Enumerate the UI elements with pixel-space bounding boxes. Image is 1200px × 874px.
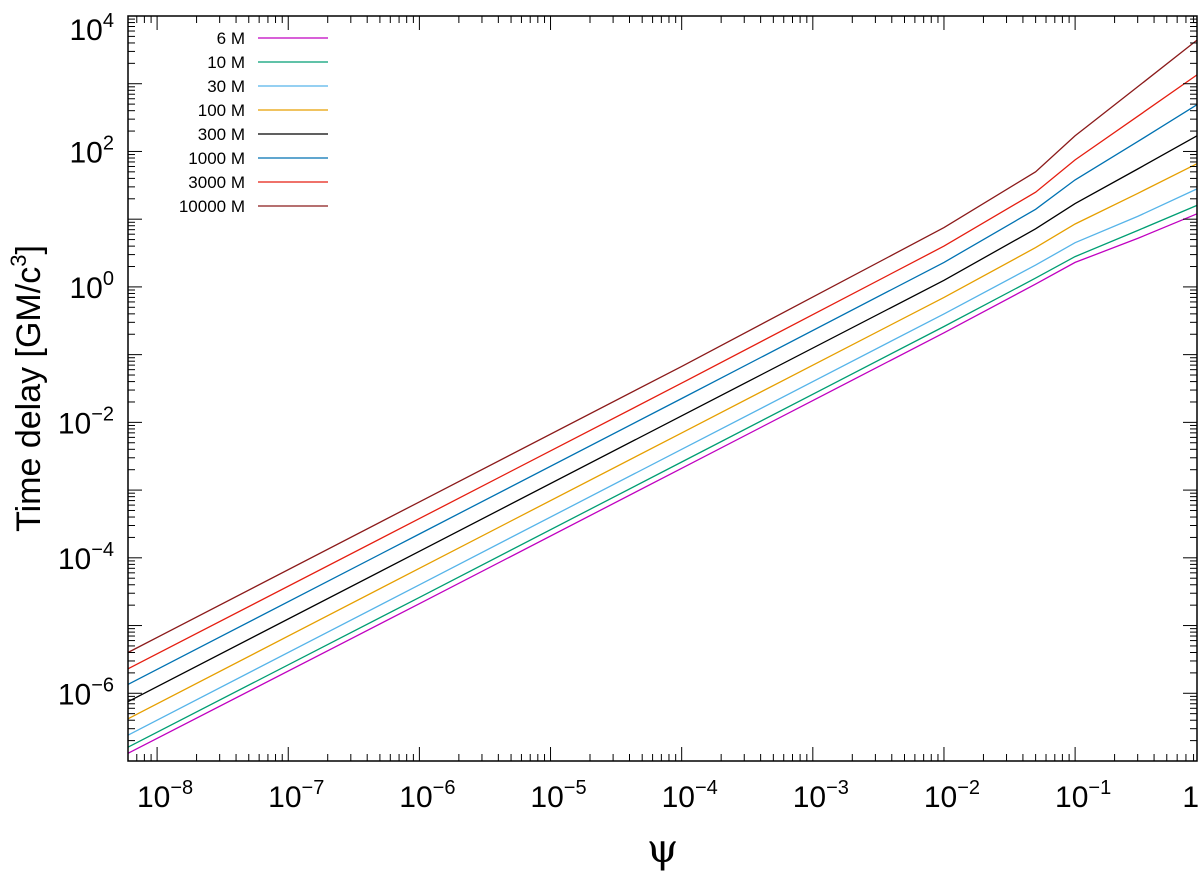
legend-entry: 30 M — [207, 77, 328, 96]
legend-entry: 300 M — [198, 125, 328, 144]
legend-entry: 1000 M — [188, 149, 328, 168]
legend-label: 3000 M — [188, 173, 245, 192]
x-tick-label: 10−8 — [137, 777, 193, 814]
plot-frame — [127, 15, 1198, 762]
y-tick-label: 104 — [70, 10, 115, 47]
series-line-3000-m — [127, 74, 1198, 670]
legend-label: 6 M — [217, 29, 245, 48]
x-tick-label: 10−6 — [399, 777, 455, 814]
series-line-100-m — [127, 163, 1198, 720]
x-tick-label: 10−3 — [793, 777, 849, 814]
ticks-layer — [127, 15, 1197, 762]
curves-layer — [127, 39, 1198, 754]
series-line-10000-m — [127, 39, 1198, 654]
x-tick-label: 1 — [1182, 781, 1199, 814]
x-axis-label: ψ — [647, 826, 678, 872]
tick-labels-layer: 10−8 10−7 10−6 10−5 10−4 10−3 10−2 10−1 1 10−6 10−… — [58, 10, 1199, 814]
y-tick-label: 10−6 — [58, 674, 114, 711]
legend-label: 1000 M — [188, 149, 245, 168]
x-tick-label: 10−4 — [662, 777, 718, 814]
legend-label: 30 M — [207, 77, 245, 96]
legend-label: 100 M — [198, 101, 245, 120]
legend: 6 M 10 M 30 M 100 M 300 M 1000 M 3000 M 10000 M — [179, 29, 328, 216]
x-tick-label: 10−2 — [924, 777, 980, 814]
series-line-10-m — [127, 204, 1198, 748]
series-line-1000-m — [127, 104, 1198, 685]
series-line-300-m — [127, 135, 1198, 703]
legend-label: 300 M — [198, 125, 245, 144]
legend-label: 10 M — [207, 53, 245, 72]
legend-entry: 10000 M — [179, 197, 328, 216]
x-tick-label: 10−7 — [268, 777, 324, 814]
legend-entry: 3000 M — [188, 173, 328, 192]
y-tick-label: 102 — [70, 132, 115, 169]
y-tick-label: 10−2 — [58, 403, 114, 440]
legend-label: 10000 M — [179, 197, 245, 216]
series-line-6-m — [127, 213, 1198, 754]
series-line-30-m — [127, 188, 1198, 736]
x-tick-label: 10−1 — [1055, 777, 1111, 814]
y-axis-label: Time delay [GM/c3] — [6, 245, 48, 532]
legend-entry: 6 M — [217, 29, 328, 48]
x-tick-label: 10−5 — [530, 777, 586, 814]
y-tick-label: 100 — [70, 268, 115, 305]
legend-entry: 100 M — [198, 101, 328, 120]
legend-entry: 10 M — [207, 53, 328, 72]
y-tick-label: 10−4 — [58, 539, 114, 576]
